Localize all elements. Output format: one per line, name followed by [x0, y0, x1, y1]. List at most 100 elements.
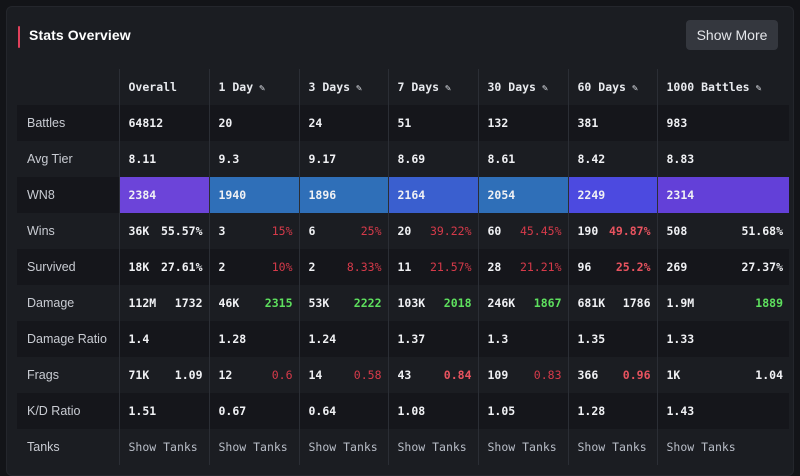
col-header-60-days[interactable]: 60 Days ✎ — [567, 69, 657, 105]
col-header-1-day[interactable]: 1 Day ✎ — [208, 69, 299, 105]
frags-1-day: 12 0.6 — [208, 357, 299, 393]
pencil-icon[interactable]: ✎ — [755, 83, 762, 94]
frags-30-days: 109 0.83 — [477, 357, 568, 393]
damage-ratio-7-days: 1.37 — [387, 321, 478, 357]
wins-60-days: 190 49.87% — [567, 213, 657, 249]
damage-ratio-3-days: 1.24 — [298, 321, 388, 357]
show-tanks-link-1-day[interactable]: Show Tanks — [218, 440, 288, 454]
col-header-30-days[interactable]: 30 Days ✎ — [477, 69, 568, 105]
frags-60-days: 366 0.96 — [567, 357, 657, 393]
row-label: Wins — [27, 224, 55, 238]
show-tanks-link-1000-battles[interactable]: Show Tanks — [666, 440, 736, 454]
col-header-7-days[interactable]: 7 Days ✎ — [387, 69, 478, 105]
pencil-icon[interactable]: ✎ — [631, 83, 638, 94]
damage-3-days: 53K 2222 — [298, 285, 388, 321]
wins-1-day: 3 15% — [208, 213, 299, 249]
wins-7-days: 20 39.22% — [387, 213, 478, 249]
row-damage-ratio: Damage Ratio 1.4 1.28 1.24 1.37 1.3 1.35… — [17, 321, 789, 357]
battles-3-days: 24 — [298, 105, 388, 141]
avg-tier-30-days: 8.61 — [477, 141, 568, 177]
wins-1000-battles: 508 51.68% — [656, 213, 789, 249]
survived-7-days: 11 21.57% — [387, 249, 478, 285]
damage-1-day: 46K 2315 — [208, 285, 299, 321]
survived-1-day: 2 10% — [208, 249, 299, 285]
table-header-row: Overall 1 Day ✎ 3 Days ✎ 7 Days ✎ 30 Days ✎ … — [17, 69, 789, 105]
wins-overall: 36K 55.57% — [118, 213, 209, 249]
row-avg-tier: Avg Tier 8.11 9.3 9.17 8.69 8.61 8.42 8.… — [17, 141, 789, 177]
pencil-icon[interactable]: ✎ — [541, 83, 548, 94]
title-accent-bar — [18, 26, 20, 48]
row-label: Damage — [27, 296, 75, 310]
show-tanks-link-overall[interactable]: Show Tanks — [128, 440, 198, 454]
kd-ratio-1000-battles: 1.43 — [656, 393, 789, 429]
damage-1000-battles: 1.9M 1889 — [656, 285, 789, 321]
kd-ratio-7-days: 1.08 — [387, 393, 478, 429]
stats-table: Overall 1 Day ✎ 3 Days ✎ 7 Days ✎ 30 Days ✎ … — [17, 69, 789, 465]
col-header-3-days[interactable]: 3 Days ✎ — [298, 69, 388, 105]
damage-overall: 112M 1732 — [118, 285, 209, 321]
avg-tier-1000-battles: 8.83 — [656, 141, 789, 177]
wn8-60-days: 2249 — [567, 177, 657, 213]
survived-3-days: 2 8.33% — [298, 249, 388, 285]
wn8-overall: 2384 — [118, 177, 209, 213]
frags-1000-battles: 1K 1.04 — [656, 357, 789, 393]
col-header-overall: Overall — [118, 69, 209, 105]
damage-30-days: 246K 1867 — [477, 285, 568, 321]
row-battles: Battles 64812 20 24 51 132 381 983 — [17, 105, 789, 141]
corner-cell — [17, 69, 119, 105]
card-header: Stats Overview Show More — [7, 7, 793, 65]
battles-1-day: 20 — [208, 105, 299, 141]
show-tanks-link-30-days[interactable]: Show Tanks — [487, 440, 557, 454]
stats-overview-card: Stats Overview Show More Overall 1 Day ✎ … — [6, 6, 794, 476]
wn8-3-days: 1896 — [298, 177, 388, 213]
row-survived: Survived 18K 27.61% 2 10% 2 8.33% 11 21.57% … — [17, 249, 789, 285]
row-label: Survived — [17, 249, 119, 285]
row-wn8: WN8 2384 1940 1896 2164 2054 2249 2314 — [17, 177, 789, 213]
kd-ratio-overall: 1.51 — [118, 393, 209, 429]
wins-3-days: 6 25% — [298, 213, 388, 249]
row-label: K/D Ratio — [17, 393, 119, 429]
survived-overall: 18K 27.61% — [118, 249, 209, 285]
avg-tier-overall: 8.11 — [118, 141, 209, 177]
row-label: Frags — [27, 368, 59, 382]
damage-60-days: 681K 1786 — [567, 285, 657, 321]
wn8-1-day: 1940 — [208, 177, 299, 213]
survived-30-days: 28 21.21% — [477, 249, 568, 285]
row-label: Battles — [17, 105, 119, 141]
row-frags: Frags 71K 1.09 12 0.6 14 0.58 43 0.84 109 0.8… — [17, 357, 789, 393]
pencil-icon[interactable]: ✎ — [445, 83, 452, 94]
row-label: WN8 — [17, 177, 119, 213]
row-tanks: Tanks Show Tanks Show Tanks Show Tanks S… — [17, 429, 789, 465]
show-more-button[interactable]: Show More — [686, 20, 778, 50]
kd-ratio-3-days: 0.64 — [298, 393, 388, 429]
frags-overall: 71K 1.09 — [118, 357, 209, 393]
kd-ratio-30-days: 1.05 — [477, 393, 568, 429]
row-label: Damage Ratio — [17, 321, 119, 357]
row-label: Tanks — [27, 440, 60, 454]
battles-7-days: 51 — [387, 105, 478, 141]
show-tanks-link-7-days[interactable]: Show Tanks — [397, 440, 467, 454]
row-kd-ratio: K/D Ratio 1.51 0.67 0.64 1.08 1.05 1.28 … — [17, 393, 789, 429]
wins-30-days: 60 45.45% — [477, 213, 568, 249]
show-tanks-link-3-days[interactable]: Show Tanks — [308, 440, 378, 454]
avg-tier-7-days: 8.69 — [387, 141, 478, 177]
frags-3-days: 14 0.58 — [298, 357, 388, 393]
row-damage: Damage 112M 1732 46K 2315 53K 2222 103K 2018… — [17, 285, 789, 321]
pencil-icon[interactable]: ✎ — [356, 83, 363, 94]
kd-ratio-60-days: 1.28 — [567, 393, 657, 429]
wn8-7-days: 2164 — [387, 177, 478, 213]
col-header-1000-battles[interactable]: 1000 Battles ✎ — [656, 69, 789, 105]
battles-30-days: 132 — [477, 105, 568, 141]
pencil-icon[interactable]: ✎ — [259, 83, 266, 94]
damage-ratio-overall: 1.4 — [118, 321, 209, 357]
damage-ratio-30-days: 1.3 — [477, 321, 568, 357]
show-tanks-link-60-days[interactable]: Show Tanks — [577, 440, 647, 454]
wn8-1000-battles: 2314 — [656, 177, 789, 213]
card-title: Stats Overview — [29, 27, 131, 43]
battles-overall: 64812 — [118, 105, 209, 141]
battles-60-days: 381 — [567, 105, 657, 141]
frags-7-days: 43 0.84 — [387, 357, 478, 393]
damage-ratio-1000-battles: 1.33 — [656, 321, 789, 357]
battles-1000-battles: 983 — [656, 105, 789, 141]
row-wins: Wins 36K 55.57% 3 15% 6 25% 20 39.22% 60 45.4… — [17, 213, 789, 249]
